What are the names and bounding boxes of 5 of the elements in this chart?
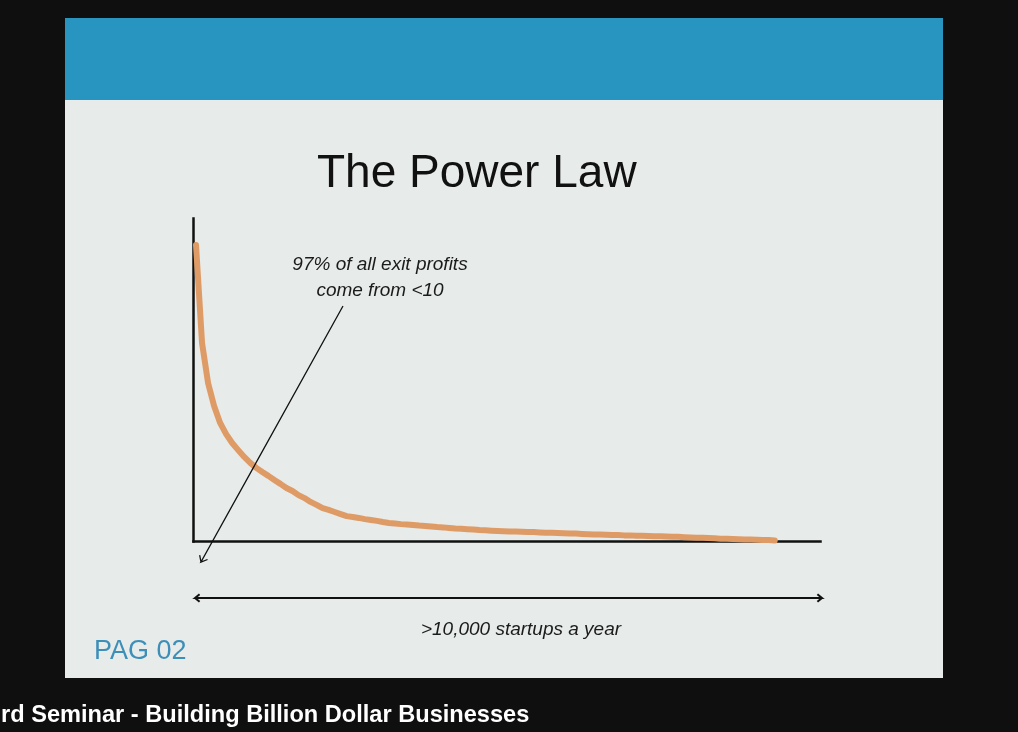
text: >10,000 startups a year	[420, 618, 622, 639]
text: rd Seminar - Building Billion Dollar Businesses	[1, 701, 530, 727]
chart-title: The Power Law	[317, 145, 638, 197]
annotation: 97% of all exit profits come from <10	[292, 253, 469, 300]
text: PAG 02	[94, 635, 187, 665]
